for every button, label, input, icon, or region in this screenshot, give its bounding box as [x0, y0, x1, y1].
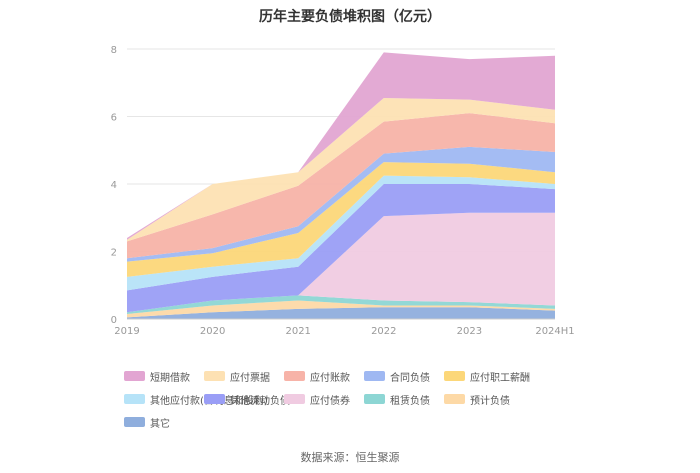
legend-label: 预计负债 [470, 395, 510, 407]
x-tick-label: 2023 [457, 326, 482, 337]
y-tick-label: 2 [111, 248, 117, 259]
legend-item[interactable]: 短期借款 [124, 369, 190, 384]
area-series-9 [127, 97, 555, 242]
chart-title: 历年主要负债堆积图（亿元） [259, 9, 441, 25]
legend-item[interactable]: 租赁负债 [364, 392, 430, 407]
legend-item[interactable]: 合同负债 [364, 369, 430, 384]
legend-item[interactable]: 应付账款 [284, 369, 350, 384]
legend-label: 合同负债 [390, 372, 430, 384]
x-tick-label: 2024H1 [535, 326, 574, 337]
area-series-5 [127, 175, 555, 291]
legend-item[interactable]: 其它 [124, 415, 170, 430]
area-series-1 [127, 300, 555, 318]
legend-label: 应付账款 [310, 372, 350, 384]
legend-label: 其它 [150, 418, 170, 430]
legend-label: 应付票据 [230, 372, 270, 384]
legend-item[interactable]: 预计负债 [444, 392, 510, 407]
legend-label: 其他流动负债 [230, 395, 290, 407]
area-series-2 [127, 295, 555, 314]
area-series-8 [127, 113, 555, 259]
legend-item[interactable]: 其他流动负债 [204, 392, 290, 407]
legend-swatch [124, 417, 145, 427]
legend-item[interactable]: 应付债券 [284, 392, 350, 407]
legend-swatch [364, 394, 385, 404]
area-series-6 [127, 162, 555, 277]
data-source-note: 数据来源：恒生聚源 [300, 451, 400, 464]
x-tick-label: 2019 [114, 326, 139, 337]
legend-swatch [284, 394, 305, 404]
area-series-7 [127, 146, 555, 262]
legend-label: 应付职工薪酬 [470, 372, 530, 384]
y-tick-label: 8 [111, 45, 117, 56]
area-series-10 [127, 52, 555, 240]
legend-item[interactable]: 应付票据 [204, 369, 270, 384]
x-tick-label: 2022 [371, 326, 396, 337]
y-tick-label: 0 [111, 315, 117, 326]
y-tick-label: 4 [111, 180, 117, 191]
legend-swatch [284, 371, 305, 381]
legend-swatch [364, 371, 385, 381]
legend-swatch [444, 371, 465, 381]
legend-swatch [124, 371, 145, 381]
legend-label: 应付债券 [310, 395, 350, 407]
legend-swatch [204, 394, 225, 404]
legend-label: 租赁负债 [390, 395, 430, 407]
legend-swatch [204, 371, 225, 381]
legend-label: 短期借款 [150, 372, 190, 384]
legend-swatch [444, 394, 465, 404]
area-series-0 [127, 307, 555, 319]
area-series-4 [127, 184, 555, 313]
x-tick-label: 2020 [200, 326, 225, 337]
x-tick-label: 2021 [285, 326, 310, 337]
area-series-3 [127, 212, 555, 313]
legend-item[interactable]: 应付职工薪酬 [444, 369, 530, 384]
legend-swatch [124, 394, 145, 404]
y-tick-label: 6 [111, 113, 117, 124]
